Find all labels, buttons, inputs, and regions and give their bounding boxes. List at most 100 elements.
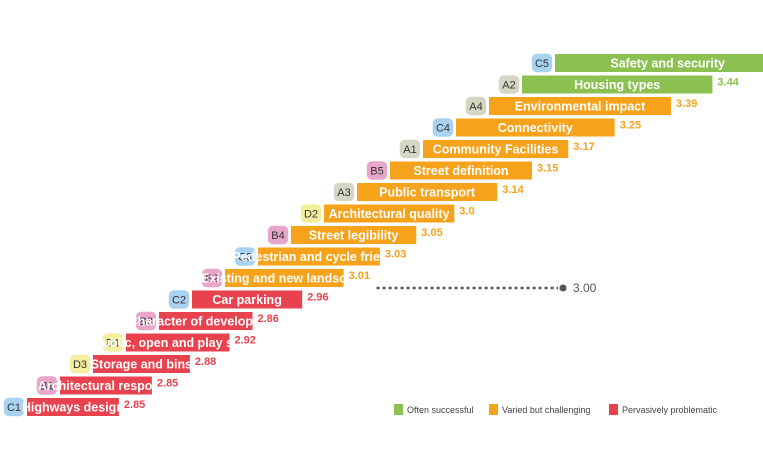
bar (225, 269, 344, 287)
code-label: B2 (205, 273, 218, 285)
code-label: C5 (535, 58, 549, 70)
code-badge (464, 95, 488, 117)
bar (522, 75, 713, 94)
code-badge (2, 396, 26, 418)
reference-label: 3.00 (573, 281, 597, 295)
bar (291, 226, 417, 244)
code-badge (332, 181, 356, 203)
value-label: 3.25 (620, 120, 641, 132)
legend-swatch (609, 404, 618, 415)
bar-row: C2 Car parking 2.96 (167, 288, 329, 311)
legend-label: Pervasively problematic (622, 405, 718, 415)
value-label: 2.92 (235, 335, 256, 347)
value-label: 2.85 (157, 378, 178, 390)
code-badge (134, 310, 158, 332)
legend-item: Pervasively problematic (609, 404, 718, 415)
code-label: B3 (139, 316, 152, 328)
legend-swatch (489, 404, 498, 415)
bar (159, 312, 253, 330)
code-label: D3 (73, 359, 87, 371)
bar-label: Street legibility (309, 229, 399, 243)
bar (60, 376, 152, 395)
bar (489, 97, 671, 115)
bar (192, 290, 303, 309)
code-badge (497, 73, 521, 96)
value-label: 2.96 (307, 292, 328, 304)
value-label: 3.05 (421, 227, 442, 239)
legend-item: Varied but challenging (489, 404, 590, 415)
bar (324, 204, 455, 223)
code-badge (167, 288, 191, 311)
bar-row: A4 Environmental impact 3.39 (464, 95, 697, 117)
code-label: C1 (7, 402, 21, 414)
bar (423, 140, 569, 158)
bar-label: Community Facilities (433, 143, 559, 157)
value-label: 3.03 (385, 249, 406, 261)
value-label: 3.39 (676, 98, 697, 110)
bar-row: C1 Highways design 2.85 (2, 396, 145, 418)
bar (93, 355, 190, 373)
value-label: 2.85 (124, 399, 145, 411)
value-label: 2.86 (258, 313, 279, 325)
bar (258, 247, 380, 266)
bar-label: Architectural response (38, 379, 174, 393)
bar (357, 183, 498, 201)
legend-item: Often successful (394, 404, 474, 415)
code-badge (68, 353, 92, 375)
code-label: A2 (502, 80, 515, 92)
bar-row: A3 Public transport 3.14 (332, 181, 525, 203)
bar-label: Storage and bins (91, 358, 192, 372)
code-badge (35, 374, 59, 397)
bar-label: Pedestrian and cycle friendly (233, 250, 406, 264)
bar-label: Safety and security (610, 57, 725, 71)
bar-label: Public, open and play space (94, 336, 261, 350)
code-label: D1 (106, 338, 120, 350)
bar (456, 118, 615, 137)
value-label: 3.17 (573, 141, 594, 153)
value-label: 3.01 (349, 270, 370, 282)
legend-label: Varied but challenging (502, 405, 590, 415)
bar (27, 398, 119, 416)
code-badge (431, 116, 455, 139)
bar (555, 54, 763, 72)
bar-label: Character of development (129, 315, 284, 329)
value-label: 3.15 (537, 163, 558, 175)
code-badge (266, 224, 290, 246)
bar-row: D3 Storage and bins 2.88 (68, 353, 216, 375)
bar-label: Public transport (379, 186, 476, 200)
code-badge (530, 52, 554, 74)
bar (390, 161, 532, 180)
code-badge (233, 245, 257, 268)
bar-row: B4 Street legibility 3.05 (266, 224, 443, 246)
code-badge (299, 202, 323, 225)
code-label: C4 (436, 123, 450, 135)
code-label: A1 (403, 144, 416, 156)
code-label: D2 (304, 209, 318, 221)
bar (126, 333, 230, 352)
value-label: 3.44 (717, 77, 739, 89)
code-label: A4 (469, 101, 482, 113)
bar-row: A2 Housing types 3.44 (497, 73, 740, 96)
bar-label: Existing and new landscape (201, 272, 368, 286)
value-label: 3.14 (502, 184, 524, 196)
code-label: B4 (271, 230, 284, 242)
bar-label: Connectivity (498, 121, 573, 135)
code-label: C2 (172, 295, 186, 307)
value-label: 2.88 (195, 356, 216, 368)
bar-label: Housing types (574, 78, 660, 92)
reference-layer: 3.00 (376, 281, 597, 295)
value-label: 3.0 (459, 206, 474, 218)
legend: Often successful Varied but challenging Pe… (394, 404, 718, 415)
legend-swatch (394, 404, 403, 415)
bar-row: B5 Street definition 3.15 (365, 159, 558, 182)
code-badge (200, 267, 224, 289)
reference-marker (559, 284, 567, 292)
